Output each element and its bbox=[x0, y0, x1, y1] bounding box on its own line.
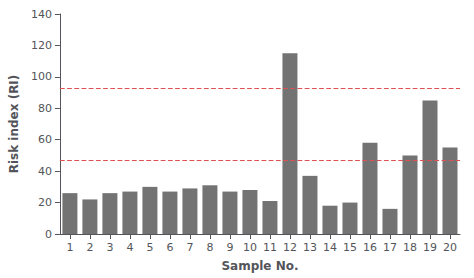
svg-text:4: 4 bbox=[126, 241, 133, 254]
svg-text:20: 20 bbox=[443, 241, 457, 254]
svg-text:11: 11 bbox=[263, 241, 277, 254]
svg-text:Risk index (RI): Risk index (RI) bbox=[7, 75, 21, 174]
svg-text:15: 15 bbox=[343, 241, 357, 254]
svg-text:0: 0 bbox=[45, 228, 52, 241]
svg-text:12: 12 bbox=[283, 241, 297, 254]
svg-text:20: 20 bbox=[38, 196, 52, 209]
svg-text:40: 40 bbox=[38, 165, 52, 178]
svg-text:Sample No.: Sample No. bbox=[221, 259, 298, 273]
svg-text:120: 120 bbox=[31, 39, 52, 52]
svg-text:1: 1 bbox=[66, 241, 73, 254]
svg-text:8: 8 bbox=[206, 241, 213, 254]
svg-text:3: 3 bbox=[106, 241, 113, 254]
svg-text:6: 6 bbox=[166, 241, 173, 254]
svg-text:80: 80 bbox=[38, 102, 52, 115]
svg-text:17: 17 bbox=[383, 241, 397, 254]
svg-text:10: 10 bbox=[243, 241, 257, 254]
svg-text:18: 18 bbox=[403, 241, 417, 254]
svg-text:13: 13 bbox=[303, 241, 317, 254]
svg-text:16: 16 bbox=[363, 241, 377, 254]
svg-text:19: 19 bbox=[423, 241, 437, 254]
svg-text:60: 60 bbox=[38, 133, 52, 146]
svg-text:100: 100 bbox=[31, 70, 52, 83]
svg-text:140: 140 bbox=[31, 8, 52, 21]
svg-text:14: 14 bbox=[323, 241, 337, 254]
svg-text:9: 9 bbox=[226, 241, 233, 254]
svg-text:5: 5 bbox=[146, 241, 153, 254]
svg-text:7: 7 bbox=[186, 241, 193, 254]
svg-text:2: 2 bbox=[86, 241, 93, 254]
